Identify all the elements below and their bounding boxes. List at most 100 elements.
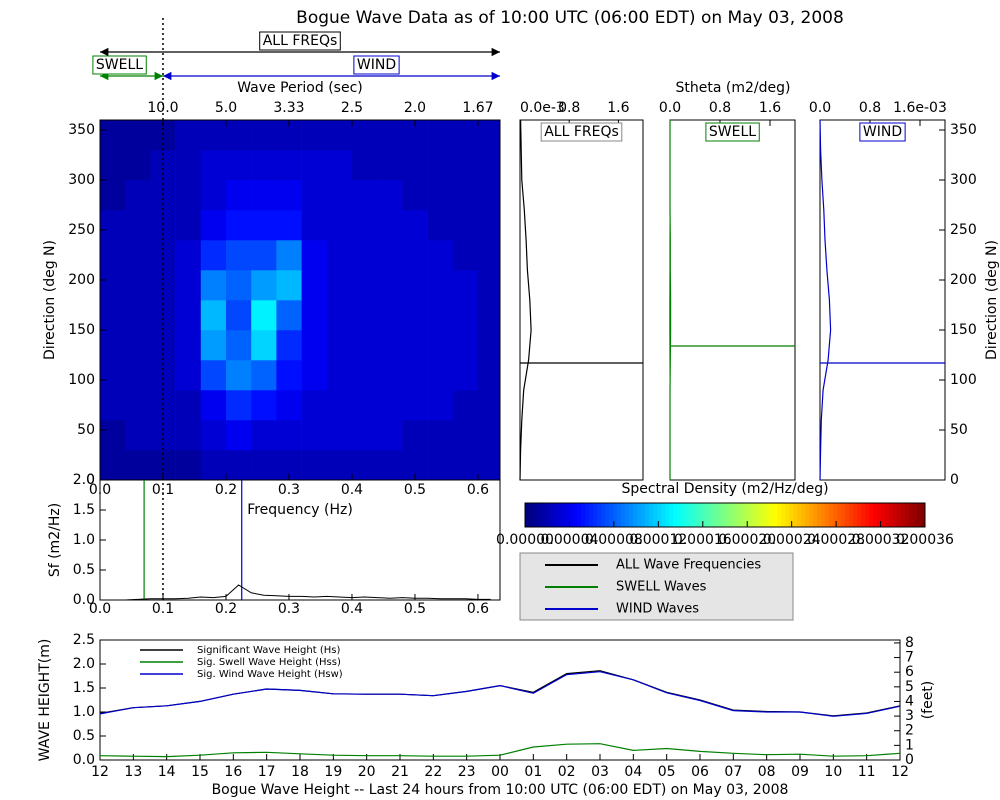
x-tick-label: 0.5 (404, 601, 426, 617)
colorbar-step (537, 503, 542, 527)
colorbar-step (849, 503, 854, 527)
x-tick-label: 15 (191, 764, 209, 780)
heatmap-cell (402, 330, 428, 361)
heatmap-cell (452, 390, 479, 421)
colorbar-step (801, 503, 806, 527)
heatmap-cell (452, 300, 479, 331)
heatmap-cell (351, 120, 378, 151)
colorbar-step (901, 503, 906, 527)
x-axis-label: Stheta (m2/deg) (676, 80, 791, 96)
heatmap-cell (351, 210, 378, 241)
colorbar-step (905, 503, 910, 527)
x-tick-label: 0.8 (709, 100, 731, 116)
heatmap-cell (125, 270, 151, 301)
panel-title: SWELL (709, 124, 756, 140)
heatmap-cell (251, 450, 277, 480)
height-line (99, 671, 901, 717)
heatmap-cell (477, 150, 500, 181)
y2-tick-label: 6 (905, 664, 914, 680)
heatmap-cell (125, 450, 151, 480)
y2-tick-label: 4 (905, 693, 914, 709)
heatmap-cell (200, 210, 227, 241)
axes-frame (669, 119, 796, 481)
heatmap-cell (377, 390, 403, 421)
y-tick-label: 300 (68, 172, 95, 188)
x-tick-label: 21 (391, 764, 409, 780)
colorbar-step (877, 503, 882, 527)
heatmap-cell (251, 240, 277, 271)
heatmap-cell (125, 330, 151, 361)
heatmap-cell (427, 180, 454, 211)
top-tick-label: 5.0 (215, 100, 237, 116)
colorbar-tick-label: 0.00020 (718, 532, 776, 548)
heatmap-cell (175, 390, 202, 421)
y2-tick-label: 1 (905, 737, 914, 753)
legend-label: Significant Wave Height (Hs) (197, 645, 340, 656)
x-tick-label: 10 (824, 764, 842, 780)
colorbar-step (717, 503, 722, 527)
heatmap-cell (225, 420, 252, 451)
heatmap-cell (150, 150, 176, 181)
x-tick-label: 0.6 (467, 601, 489, 617)
heatmap-cell (276, 360, 302, 391)
heatmap-cell (200, 270, 227, 301)
heatmap-cell (125, 360, 151, 391)
colorbar-step (829, 503, 834, 527)
heatmap-cell (477, 180, 500, 211)
heatmap-cell (150, 390, 176, 421)
panel-title: ALL FREQs (544, 124, 619, 140)
colorbar-step (897, 503, 902, 527)
heatmap-cell (276, 210, 302, 241)
heatmap-cell (477, 390, 500, 421)
heatmap-cell (276, 420, 302, 451)
band-label: WIND (357, 57, 396, 73)
heatmap-cell (301, 360, 328, 391)
x-tick-label: 0.8 (558, 100, 580, 116)
heatmap-cell (125, 180, 151, 211)
y-tick-label: 300 (950, 172, 977, 188)
direction-profile (519, 119, 532, 481)
heatmap-cell (251, 210, 277, 241)
y2-tick-label: 3 (905, 708, 914, 724)
heatmap-cell (351, 180, 378, 211)
heatmap-cell (477, 450, 500, 480)
axes-frame (524, 502, 926, 528)
heatmap-cell (276, 300, 302, 331)
colorbar-step (601, 503, 606, 527)
heatmap-cell (326, 120, 353, 151)
x-tick-label: 01 (524, 764, 542, 780)
heatmap-cell (276, 330, 302, 361)
colorbar-step (893, 503, 898, 527)
colorbar-step (805, 503, 810, 527)
y-tick-label: 2.0 (73, 472, 95, 488)
colorbar-step (641, 503, 646, 527)
colorbar-step (621, 503, 626, 527)
heatmap-cell (351, 240, 378, 271)
colorbar-step (741, 503, 746, 527)
heatmap-cell (326, 180, 353, 211)
x-tick-label: 19 (324, 764, 342, 780)
colorbar-step (617, 503, 622, 527)
panel-title: WIND (863, 124, 902, 140)
heatmap-cell (100, 450, 126, 480)
title: Bogue Wave Data as of 10:00 UTC (06:00 E… (296, 8, 844, 28)
y-tick-label: 250 (950, 222, 977, 238)
colorbar-step (565, 503, 570, 527)
colorbar-step (709, 503, 714, 527)
heatmap-cell (200, 420, 227, 451)
heatmap-cell (452, 180, 479, 211)
heatmap-cell (200, 390, 227, 421)
colorbar-step (789, 503, 794, 527)
heatmap-cell (125, 390, 151, 421)
x-tick-label: 0.0e-3 (520, 100, 565, 116)
y2-tick-label: 2 (905, 723, 914, 739)
heatmap-cell (125, 150, 151, 181)
heatmap-cell (301, 180, 328, 211)
y-tick-label: 2.5 (73, 632, 95, 648)
y2-tick-label: 0 (905, 752, 914, 768)
x-tick-label: 09 (791, 764, 809, 780)
heatmap-cell (276, 270, 302, 301)
colorbar-step (557, 503, 562, 527)
colorbar-step (533, 503, 538, 527)
y-tick-label: 50 (950, 422, 968, 438)
